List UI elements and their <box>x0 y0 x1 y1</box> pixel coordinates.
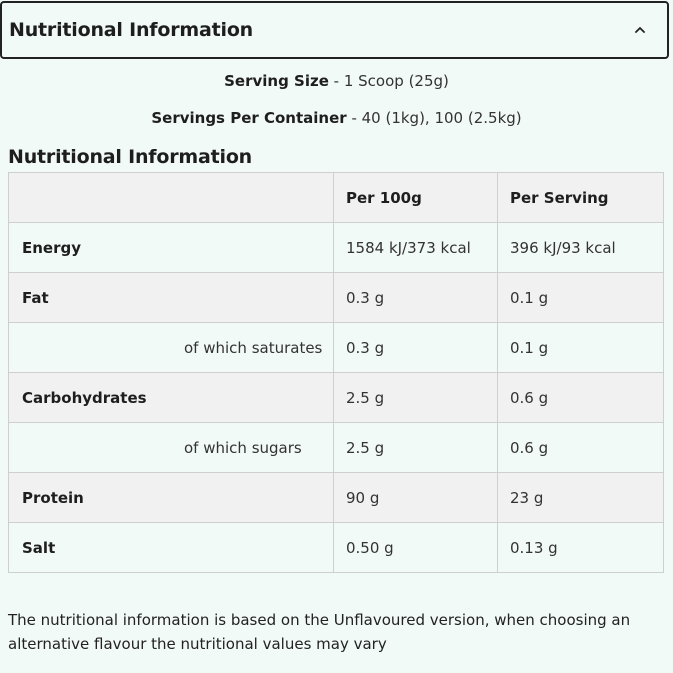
accordion-header[interactable]: Nutritional Information <box>0 1 669 59</box>
table-row: Protein 90 g 23 g <box>8 472 664 523</box>
nutrient-name: Carbohydrates <box>8 372 334 423</box>
header-per-serving: Per Serving <box>497 172 664 223</box>
nutrient-name: Fat <box>8 272 334 323</box>
per-100g-value: 2.5 g <box>333 372 498 423</box>
table-row: Fat 0.3 g 0.1 g <box>8 272 664 323</box>
table-header-row: Per 100g Per Serving <box>8 172 664 223</box>
per-100g-value: 0.3 g <box>333 272 498 323</box>
nutrient-name: Energy <box>8 222 334 273</box>
table-row: Salt 0.50 g 0.13 g <box>8 522 664 573</box>
table-row: of which sugars 2.5 g 0.6 g <box>8 422 664 473</box>
section-heading: Nutritional Information <box>8 146 252 168</box>
serving-size-value: - 1 Scoop (25g) <box>328 72 449 90</box>
servings-per-container-label: Servings Per Container <box>151 109 347 127</box>
per-100g-value: 0.50 g <box>333 522 498 573</box>
per-100g-value: 1584 kJ/373 kcal <box>333 222 498 273</box>
per-serving-value: 0.1 g <box>497 322 664 373</box>
accordion-title: Nutritional Information <box>9 19 253 41</box>
nutrition-table: Per 100g Per Serving Energy 1584 kJ/373 k… <box>8 172 664 573</box>
per-serving-value: 396 kJ/93 kcal <box>497 222 664 273</box>
serving-size-label: Serving Size <box>224 72 329 90</box>
per-100g-value: 2.5 g <box>333 422 498 473</box>
per-serving-value: 23 g <box>497 472 664 523</box>
per-serving-value: 0.6 g <box>497 372 664 423</box>
header-per-100g: Per 100g <box>333 172 498 223</box>
table-row: Carbohydrates 2.5 g 0.6 g <box>8 372 664 423</box>
servings-per-container-value: - 40 (1kg), 100 (2.5kg) <box>346 109 522 127</box>
nutrient-name: Salt <box>8 522 334 573</box>
footnote: The nutritional information is based on … <box>8 611 631 653</box>
header-nutrient <box>8 172 334 223</box>
nutrient-name: Protein <box>8 472 334 523</box>
nutrient-name: of which saturates <box>8 322 334 373</box>
per-100g-value: 0.3 g <box>333 322 498 373</box>
per-serving-value: 0.13 g <box>497 522 664 573</box>
per-100g-value: 90 g <box>333 472 498 523</box>
nutrient-name: of which sugars <box>8 422 334 473</box>
table-row: Energy 1584 kJ/373 kcal 396 kJ/93 kcal <box>8 222 664 273</box>
per-serving-value: 0.1 g <box>497 272 664 323</box>
chevron-up-icon[interactable] <box>633 23 647 37</box>
serving-size: Serving Size - 1 Scoop (25g) <box>0 72 673 90</box>
table-row: of which saturates 0.3 g 0.1 g <box>8 322 664 373</box>
servings-per-container: Servings Per Container - 40 (1kg), 100 (… <box>0 109 673 127</box>
per-serving-value: 0.6 g <box>497 422 664 473</box>
